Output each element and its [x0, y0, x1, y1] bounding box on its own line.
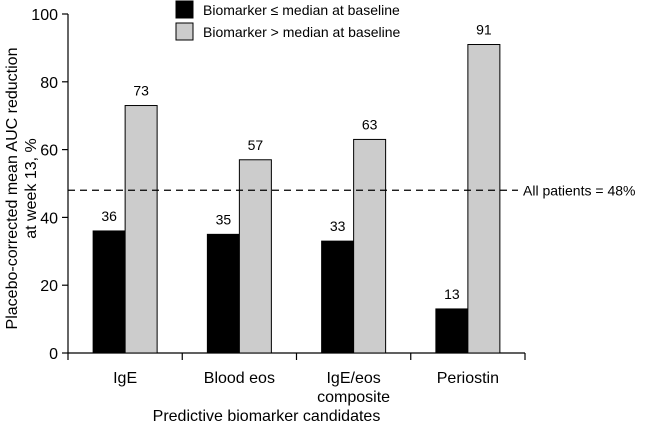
- data-label: 91: [476, 22, 492, 38]
- x-category-label: IgE: [113, 370, 137, 387]
- data-label: 36: [101, 208, 117, 224]
- bar-above-median: [467, 44, 501, 354]
- bar-above-median: [238, 159, 272, 354]
- bar-below-median: [92, 230, 126, 354]
- x-category-label: composite: [317, 389, 390, 406]
- legend-label-above-median: Biomarker > median at baseline: [203, 24, 400, 40]
- y-tick-label: 0: [49, 346, 58, 363]
- bar-above-median: [353, 138, 387, 354]
- x-axis-title: Predictive biomarker candidates: [153, 408, 381, 425]
- y-tick-label: 80: [40, 75, 58, 92]
- bar-above-median: [124, 105, 158, 354]
- legend-label-below-median: Biomarker ≤ median at baseline: [203, 2, 400, 18]
- legend-swatch-above-median: [175, 22, 194, 41]
- data-label: 35: [216, 211, 232, 227]
- data-label: 63: [362, 116, 378, 132]
- y-axis-title: at week 13, %: [23, 138, 40, 239]
- y-tick-label: 20: [40, 278, 58, 295]
- data-label: 57: [248, 137, 264, 153]
- x-category-label: Periostin: [437, 370, 499, 387]
- data-label: 13: [444, 286, 460, 302]
- data-label: 33: [330, 218, 346, 234]
- x-category-label: IgE/eos: [326, 370, 380, 387]
- y-tick-label: 40: [40, 210, 58, 227]
- data-label: 73: [133, 83, 149, 99]
- x-category-label: Blood eos: [204, 370, 275, 387]
- bar-below-median: [435, 308, 469, 354]
- reference-line-label: All patients = 48%: [523, 182, 635, 198]
- y-tick-label: 100: [31, 7, 58, 24]
- bar-below-median: [321, 240, 355, 354]
- legend-swatch-below-median: [175, 0, 194, 19]
- y-tick-label: 60: [40, 143, 58, 160]
- bar-below-median: [206, 233, 240, 354]
- y-axis-title: Placebo-corrected mean AUC reduction: [4, 48, 21, 330]
